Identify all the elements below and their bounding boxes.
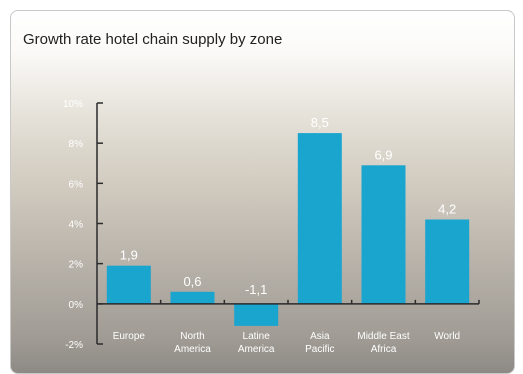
data-label: 4,2 (438, 201, 456, 216)
bar (170, 291, 215, 304)
y-tick-label: 2% (69, 260, 84, 271)
y-tick-label: 6% (69, 179, 84, 190)
bar (297, 133, 342, 304)
data-label: 8,5 (311, 115, 329, 130)
x-category-label: World (434, 331, 460, 342)
x-category-label: Latine America (238, 331, 275, 355)
x-category-label: Middle East Africa (357, 331, 409, 355)
bar (425, 219, 470, 304)
bar (234, 303, 279, 326)
data-label: 6,9 (374, 147, 392, 162)
data-label: -1,1 (245, 282, 267, 297)
chart-title: Growth rate hotel chain supply by zone (23, 31, 283, 48)
y-tick-label: 8% (69, 139, 84, 150)
bar-chart: -2% 0% 2% 4% 6% 8% 10% Europe North America Latine… (63, 99, 480, 355)
y-tick-label: 10% (63, 99, 83, 110)
bar (361, 165, 406, 304)
x-category-label: North America (174, 331, 211, 355)
y-tick-label: 0% (69, 300, 84, 311)
y-tick-label: -2% (65, 340, 83, 351)
x-category-label: Asia Pacific (305, 331, 334, 355)
x-category-label: Europe (113, 331, 146, 342)
y-tick-label: 4% (69, 220, 84, 231)
data-label: 1,9 (120, 248, 138, 263)
data-label: 0,6 (183, 274, 201, 289)
bar (106, 265, 151, 304)
chart-card: Growth rate hotel chain supply by zone -… (10, 10, 515, 374)
